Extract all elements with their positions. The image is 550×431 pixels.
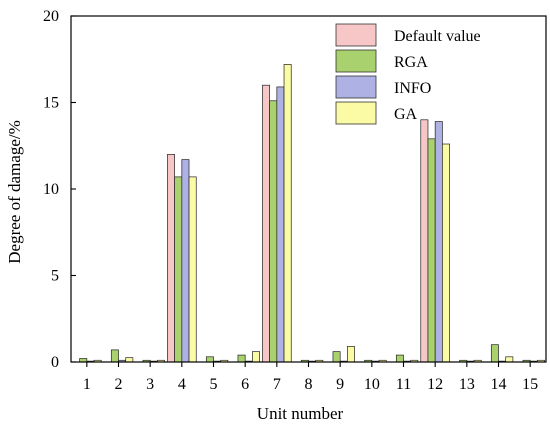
bar-rga-unit-11 <box>395 354 404 363</box>
x-tick-label-5: 5 <box>210 376 218 393</box>
x-tick-label-12: 12 <box>427 376 443 393</box>
bar-default-value-unit-7 <box>262 84 270 363</box>
bar-ga-unit-6 <box>252 351 260 363</box>
y-tick-label-10: 10 <box>43 181 59 198</box>
axes-layer <box>70 15 547 363</box>
legend-label-info: INFO <box>394 80 431 97</box>
x-tick-label-10: 10 <box>364 376 380 393</box>
y-axis-title: Degree of damage/% <box>5 120 24 263</box>
x-tick-label-11: 11 <box>396 376 411 393</box>
bar-info-unit-4 <box>181 159 190 363</box>
legend: Default value RGA INFO GA <box>335 23 481 125</box>
bar-rga-unit-14 <box>490 344 499 363</box>
x-tick-label-4: 4 <box>178 376 186 393</box>
bar-ga-unit-9 <box>347 346 355 363</box>
bar-default-value-unit-4 <box>167 154 175 363</box>
x-tick-label-2: 2 <box>115 376 123 393</box>
y-tick-label-20: 20 <box>43 8 59 25</box>
bar-default-value-unit-12 <box>420 119 429 363</box>
x-axis-title: Unit number <box>257 404 344 423</box>
x-tick-label-15: 15 <box>522 376 538 393</box>
bar-rga-unit-6 <box>237 354 246 363</box>
bar-ga-unit-7 <box>283 64 292 363</box>
x-tick-label-6: 6 <box>241 376 249 393</box>
bar-rga-unit-9 <box>332 351 341 363</box>
x-tick-label-7: 7 <box>273 376 281 393</box>
bar-ga-unit-2 <box>125 357 134 363</box>
legend-swatch-default-value <box>335 23 377 47</box>
bar-rga-unit-4 <box>174 176 183 363</box>
bar-info-unit-7 <box>276 86 285 363</box>
x-tick-label-13: 13 <box>459 376 475 393</box>
legend-label-default-value: Default value <box>394 28 481 45</box>
bars-layer <box>79 64 545 363</box>
plot-frame <box>70 15 547 363</box>
bar-rga-unit-12 <box>427 138 436 363</box>
legend-swatch-info <box>335 75 377 99</box>
bar-rga-unit-2 <box>110 349 119 363</box>
bar-ga-unit-4 <box>188 176 197 363</box>
legend-label-ga: GA <box>394 106 418 123</box>
legend-swatch-ga <box>335 101 377 125</box>
x-tick-label-8: 8 <box>305 376 313 393</box>
y-tick-label-0: 0 <box>51 354 59 371</box>
x-tick-label-3: 3 <box>146 376 154 393</box>
bar-ga-unit-12 <box>442 143 450 363</box>
x-tick-label-1: 1 <box>83 376 91 393</box>
legend-label-rga: RGA <box>394 54 428 71</box>
x-tick-label-9: 9 <box>336 376 344 393</box>
y-tick-label-5: 5 <box>51 268 59 285</box>
bar-ga-unit-14 <box>505 356 514 363</box>
bar-info-unit-12 <box>434 121 443 363</box>
legend-swatch-rga <box>335 49 377 73</box>
y-tick-label-15: 15 <box>43 95 59 112</box>
x-tick-label-14: 14 <box>491 376 507 393</box>
bar-rga-unit-5 <box>205 356 214 363</box>
bar-rga-unit-7 <box>269 100 278 363</box>
